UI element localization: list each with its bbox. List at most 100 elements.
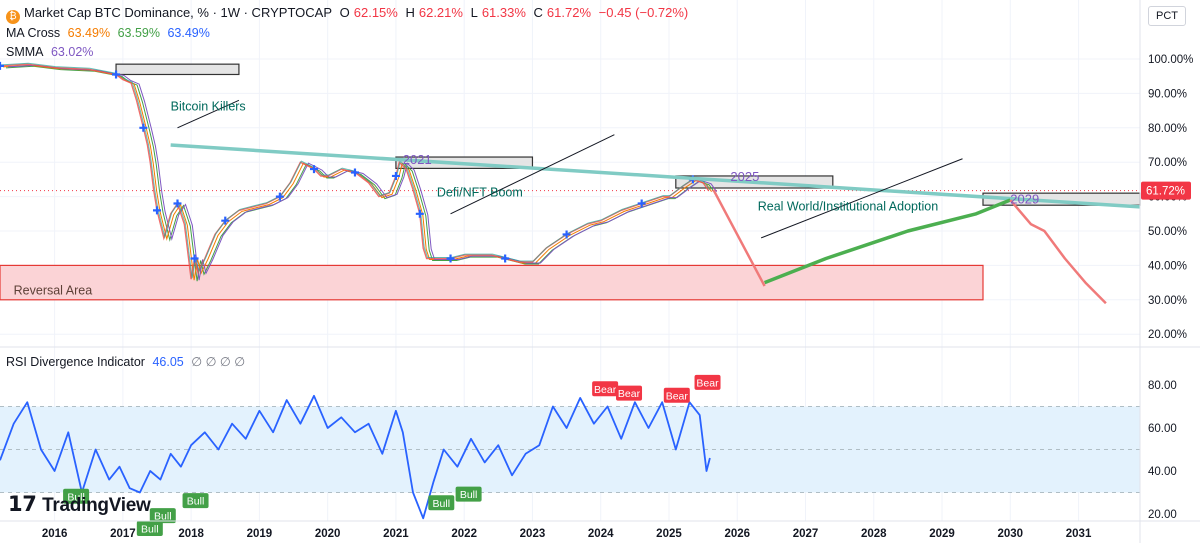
y-tick-label: 70.00% <box>1148 157 1187 169</box>
annotation-leader <box>760 158 963 239</box>
price-change: −0.45 (−0.72%) <box>598 5 689 20</box>
x-tick-label: 2030 <box>998 528 1024 540</box>
ma-cross-marker <box>221 216 230 225</box>
x-tick-label: 2022 <box>451 528 477 540</box>
annotation-label: Real World/Institutional Adoption <box>758 199 938 213</box>
bull-marker <box>136 521 163 537</box>
projection-line <box>1009 199 1107 305</box>
ma-cross-marker <box>501 254 510 263</box>
price-line-green <box>0 62 711 279</box>
bull-marker <box>149 508 176 524</box>
bull-marker <box>63 488 90 504</box>
bear-marker <box>592 381 619 397</box>
bear-marker <box>616 385 643 401</box>
rsi-tick-label: 80.00 <box>1148 380 1177 392</box>
marker-label: Bear <box>666 390 689 402</box>
bear-marker <box>694 374 721 390</box>
rsi-tick-label: 60.00 <box>1148 423 1177 435</box>
x-tick-label: 2024 <box>588 528 614 540</box>
ma-cross-marker <box>391 171 400 180</box>
ma-cross-marker <box>275 192 284 201</box>
annotation-label: 2025 <box>730 169 759 184</box>
annotations: Bitcoin Killers Defi/NFT Boom Real World/I… <box>14 100 1040 298</box>
x-tick-label: 2023 <box>520 528 546 540</box>
x-tick-label: 2025 <box>656 528 682 540</box>
marker-label: Bull <box>433 498 451 510</box>
marker-label: Bull <box>187 496 205 508</box>
rsi-line <box>0 394 711 520</box>
x-tick-label: 2029 <box>929 528 955 540</box>
bull-marker <box>182 493 209 509</box>
ma-cross-legend[interactable]: MA Cross 63.49% 63.59% 63.49% <box>6 26 210 40</box>
pct-button[interactable]: PCT <box>1148 6 1186 26</box>
projection-line <box>763 198 1011 285</box>
marker-label: Bull <box>67 491 85 503</box>
ma-cross-marker <box>562 230 571 239</box>
bitcoin-icon: ₿ <box>6 10 20 24</box>
bull-marker <box>428 495 455 511</box>
bull-marker <box>455 486 482 502</box>
smma-legend[interactable]: SMMA 63.02% <box>6 45 94 59</box>
ma-cross-marker <box>173 199 182 208</box>
x-tick-label: 2031 <box>1066 528 1092 540</box>
smma-line <box>7 64 718 281</box>
x-tick-label: 2026 <box>724 528 750 540</box>
y-tick-label: 50.00% <box>1148 226 1187 238</box>
rsi-legend[interactable]: RSI Divergence Indicator 46.05 ∅ ∅ ∅ ∅ <box>6 355 246 369</box>
ma-line-orange <box>2 64 713 281</box>
ma-line-green <box>5 65 716 282</box>
ma-cross-marker <box>139 123 148 132</box>
ma-cross-marker <box>0 61 4 70</box>
descending-trendline <box>170 143 1141 209</box>
marker-label: Bear <box>594 384 617 396</box>
symbol-legend: ₿ Market Cap BTC Dominance, % · 1W · CRYP… <box>6 5 692 24</box>
y-tick-label: 40.00% <box>1148 260 1187 272</box>
marker-label: Bull <box>141 524 159 536</box>
annotation-leader <box>177 99 240 129</box>
marker-label: Bear <box>618 388 641 400</box>
y-tick-label: 20.00% <box>1148 329 1187 341</box>
marker-label: Bear <box>696 377 719 389</box>
x-tick-label: 2019 <box>247 528 273 540</box>
bear-marker <box>663 387 690 403</box>
annotation-label: 2029 <box>1010 191 1039 206</box>
annotation-label: 2021 <box>403 152 432 167</box>
reversal-zone <box>0 264 984 301</box>
y-tick-label: 100.00% <box>1148 54 1193 66</box>
tradingview-logo: 𝟭𝟳 TradingView <box>8 493 151 516</box>
zones <box>0 63 1141 301</box>
projection-line <box>712 189 766 287</box>
x-tick-label: 2016 <box>42 528 68 540</box>
x-tick-label: 2028 <box>861 528 887 540</box>
x-tick-label: 2018 <box>178 528 204 540</box>
ma-cross-marker <box>637 199 646 208</box>
y-tick-label: 90.00% <box>1148 88 1187 100</box>
y-tick-label: 30.00% <box>1148 295 1187 307</box>
ma-cross-marker <box>415 209 424 218</box>
annotation-label: Defi/NFT Boom <box>437 186 523 200</box>
rsi-tick-label: 40.00 <box>1148 466 1177 478</box>
y-tick-label: 80.00% <box>1148 123 1187 135</box>
rsi-tick-label: 20.00 <box>1148 509 1177 521</box>
projections <box>170 143 1141 305</box>
x-tick-label: 2027 <box>793 528 819 540</box>
ma-cross-marker <box>190 254 199 263</box>
symbol-title: Market Cap BTC Dominance, % · 1W · CRYPT… <box>24 5 332 20</box>
x-tick-label: 2020 <box>315 528 341 540</box>
x-tick-label: 2017 <box>110 528 136 540</box>
marker-label: Bull <box>154 511 172 523</box>
ma-cross-marker <box>350 168 359 177</box>
last-price-badge <box>1141 181 1191 200</box>
ma-cross-marker <box>112 70 121 79</box>
annotation-label: Reversal Area <box>14 284 93 298</box>
last-price-label: 61.72% <box>1146 186 1185 198</box>
x-tick-label: 2021 <box>383 528 409 540</box>
marker-label: Bull <box>460 489 478 501</box>
annotation-label: Bitcoin Killers <box>171 100 246 114</box>
ma-cross-marker <box>310 165 319 174</box>
resistance-box <box>115 63 240 76</box>
annotation-leader <box>450 134 615 215</box>
